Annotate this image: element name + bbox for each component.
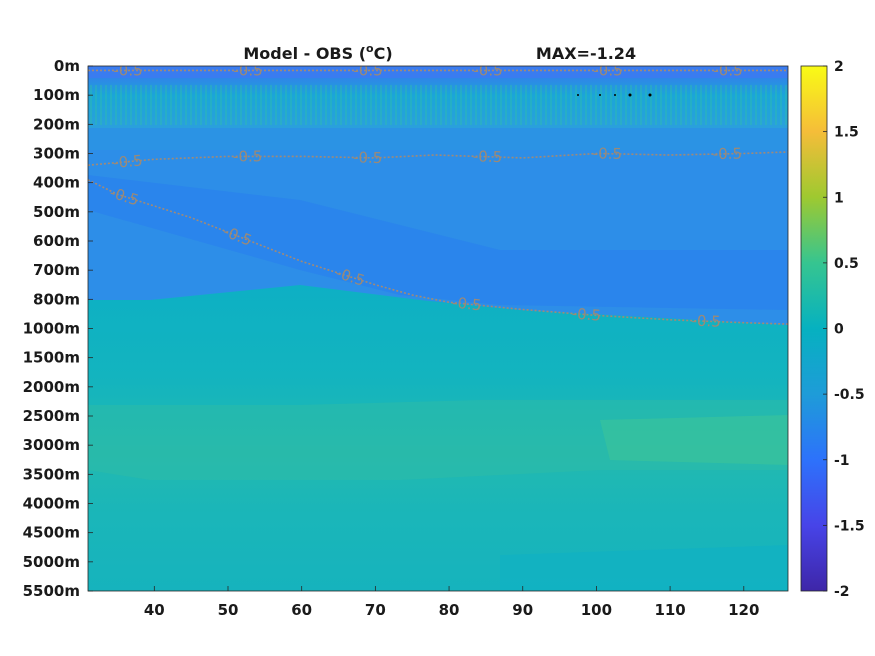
y-tick-label: 0m xyxy=(54,57,80,75)
colorbar-tick-label: 1.5 xyxy=(834,125,859,141)
y-tick-label: 100m xyxy=(33,86,80,104)
colorbar-tick-label: 0.5 xyxy=(834,256,859,272)
contour-label: -0.5 xyxy=(571,304,602,324)
colorbar-tick-label: -0.5 xyxy=(834,387,865,403)
chart-title: Model - OBS (oC) xyxy=(243,42,392,63)
field-deep-water xyxy=(88,285,788,591)
y-tick-label: 500m xyxy=(33,203,80,221)
contour-label: -0.5 xyxy=(713,61,742,79)
contour-label: -0.5 xyxy=(113,61,142,79)
contour-label: -0.5 xyxy=(473,61,502,79)
y-tick-label: 4500m xyxy=(23,524,80,542)
field-bottom-cool xyxy=(500,545,788,591)
contour-label: -0.5 xyxy=(112,151,143,171)
y-tick-label: 600m xyxy=(33,232,80,250)
colorbar-tick-label: -2 xyxy=(834,584,850,600)
field-surface-band xyxy=(88,66,788,78)
field-cold-core xyxy=(88,175,788,310)
contour-label: -0.5 xyxy=(451,294,482,315)
x-tick-label: 120 xyxy=(728,601,759,619)
contour-label: -0.5 xyxy=(353,148,383,167)
x-tick-label: 60 xyxy=(291,601,312,619)
y-tick-label: 300m xyxy=(33,145,80,163)
y-tick-label: 5000m xyxy=(23,553,80,571)
contour-label: -0.5 xyxy=(353,61,382,79)
field-warm-core xyxy=(600,415,788,465)
colorbar-tick-label: 2 xyxy=(834,59,844,75)
y-tick-label: 5500m xyxy=(23,582,80,600)
x-axis: 40 50 60 70 80 90 100 110 120 xyxy=(144,586,759,619)
y-tick-label: 3500m xyxy=(23,465,80,483)
contour-label: -0.5 xyxy=(713,145,743,164)
y-tick-label: 4000m xyxy=(23,495,80,513)
colorbar-tick-label: -1 xyxy=(834,453,850,469)
x-tick-label: 40 xyxy=(144,601,165,619)
x-tick-label: 80 xyxy=(439,601,460,619)
y-tick-label: 2000m xyxy=(23,378,80,396)
surface-dots xyxy=(577,93,652,97)
y-tick-label: 2500m xyxy=(23,407,80,425)
contour-label: -0.5 xyxy=(233,61,262,79)
colorbar-tick-label: 0 xyxy=(834,322,844,338)
y-tick-label: 200m xyxy=(33,115,80,133)
max-label: MAX=-1.24 xyxy=(536,44,636,63)
x-tick-label: 110 xyxy=(654,601,685,619)
colorbar-tick-label: 1 xyxy=(834,190,844,206)
contour-label: -0.5 xyxy=(691,312,721,331)
y-tick-label: 800m xyxy=(33,290,80,308)
field-stripes xyxy=(88,85,788,125)
y-axis: 0m 100m 200m 300m 400m 500m 600m 700m 800m 1000m 1… xyxy=(23,57,93,600)
x-tick-label: 50 xyxy=(218,601,239,619)
contour-label: -0.5 xyxy=(593,144,623,163)
y-tick-label: 3000m xyxy=(23,436,80,454)
x-tick-label: 90 xyxy=(512,601,533,619)
plot-area: -0.5 -0.5 -0.5 -0.5 -0.5 -0.5 -0.5 -0.5 -0.5 -0.5… xyxy=(88,61,788,591)
contour-label: -0.5 xyxy=(473,147,503,166)
y-tick-label: 1000m xyxy=(23,320,80,338)
contour-label: -0.5 xyxy=(233,147,262,165)
y-tick-label: 400m xyxy=(33,174,80,192)
y-tick-label: 700m xyxy=(33,261,80,279)
field-transition-band xyxy=(88,128,788,150)
x-tick-label: 70 xyxy=(365,601,386,619)
contour-label: -0.5 xyxy=(593,61,622,79)
colorbar-tick-label: -1.5 xyxy=(834,518,865,534)
x-tick-label: 100 xyxy=(581,601,612,619)
y-tick-label: 1500m xyxy=(23,349,80,367)
colorbar-ticks: 2 1.5 1 0.5 0 -0.5 -1 -1.5 -2 xyxy=(823,59,865,600)
